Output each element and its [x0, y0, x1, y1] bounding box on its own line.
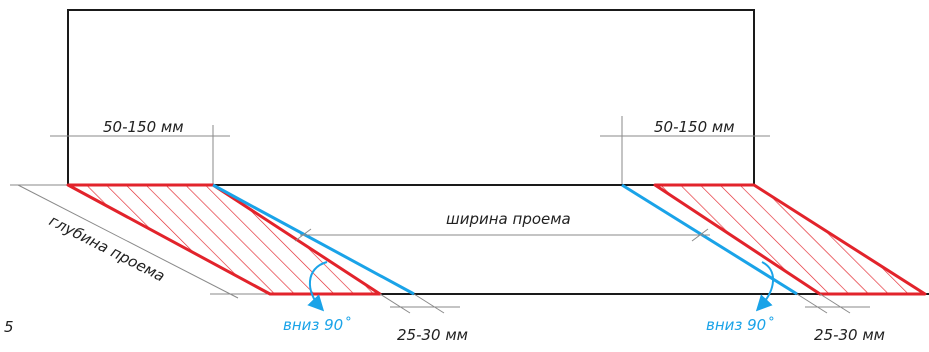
right-fold-label: вниз 90˚: [706, 316, 774, 334]
left-offset-label: 50-150 мм: [103, 118, 184, 136]
opening-width-label: ширина проема: [446, 210, 571, 228]
left-red-flap: [66, 183, 382, 296]
right-offset-label: 50-150 мм: [654, 118, 735, 136]
right-offset-dimension: [600, 116, 770, 185]
wall-rectangle: [67, 9, 755, 186]
left-offset-dimension: [50, 125, 230, 185]
right-red-flap: [653, 183, 927, 296]
right-gap-dimension: [796, 293, 870, 314]
figure-number: 5: [4, 318, 14, 336]
left-gap-label: 25-30 мм: [397, 326, 468, 344]
right-blue-line: [621, 183, 798, 296]
left-fold-arrow-icon: [307, 261, 328, 312]
left-fold-label: вниз 90˚: [283, 316, 351, 334]
left-blue-line: [212, 183, 415, 296]
right-fold-arrow-icon: [755, 261, 774, 312]
right-gap-label: 25-30 мм: [814, 326, 885, 344]
opening-width-dimension: [294, 228, 710, 242]
left-gap-dimension: [379, 293, 460, 314]
